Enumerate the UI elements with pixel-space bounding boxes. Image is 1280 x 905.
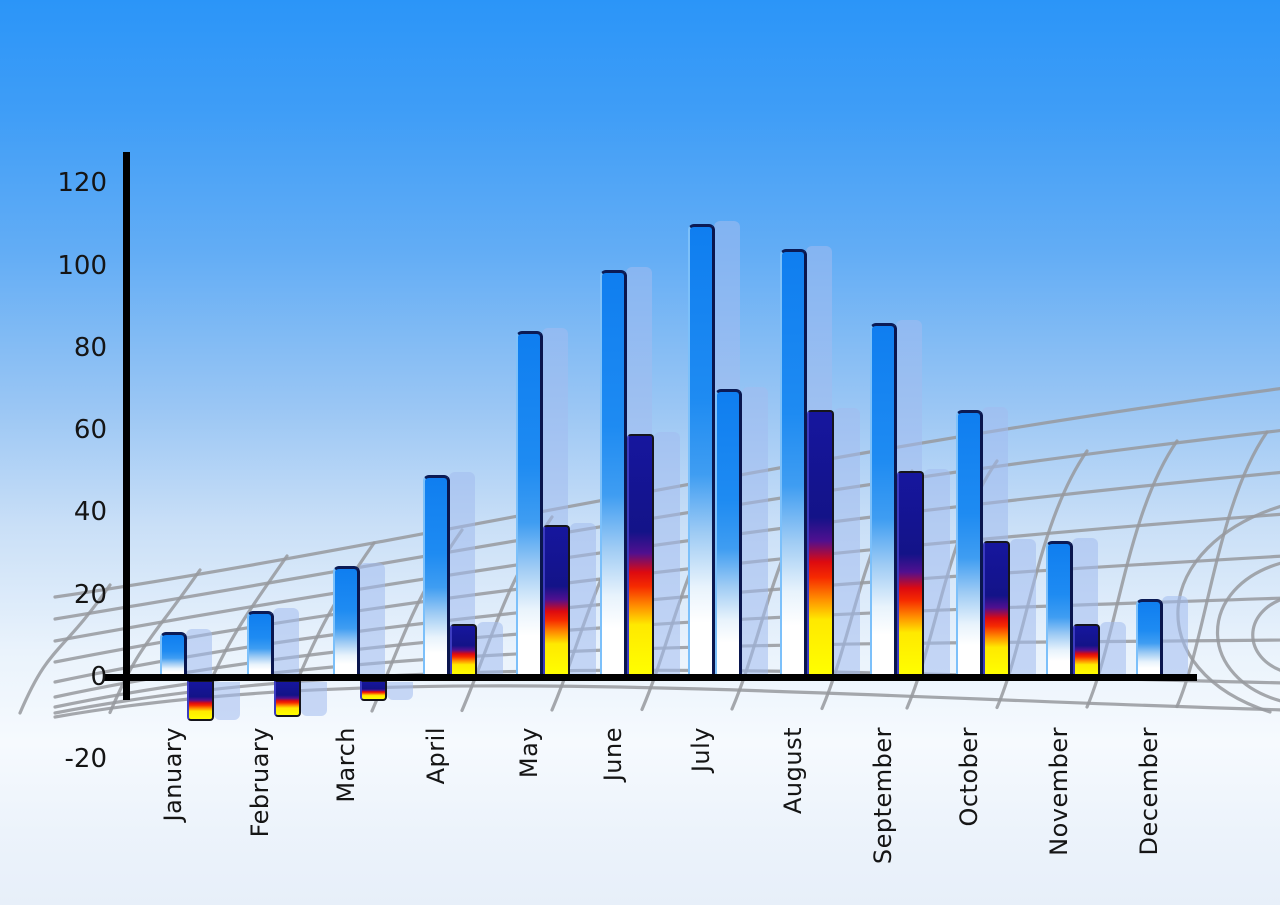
bar-echo [273, 608, 299, 677]
month-label-july: July [687, 727, 715, 773]
month-label-december: December [1135, 727, 1163, 856]
bar-echo [301, 682, 327, 717]
bar-september-primary [870, 323, 897, 677]
bar-august-primary [780, 249, 807, 677]
bar-september-secondary [897, 471, 924, 677]
month-label-january: January [159, 727, 187, 822]
bar-april-primary [423, 475, 450, 677]
bar-june-secondary [627, 434, 654, 677]
bar-february-primary [247, 611, 274, 677]
y-tick-label-60: 60 [73, 415, 107, 446]
bar-echo [477, 621, 503, 677]
month-label-february: February [246, 727, 274, 838]
bar-january-secondary [187, 680, 214, 722]
bar-april-secondary [450, 623, 477, 677]
bar-august-secondary [807, 409, 834, 677]
y-tick-label-20: 20 [73, 579, 107, 610]
bar-echo [1162, 595, 1188, 677]
bar-july-secondary [715, 388, 742, 677]
month-label-may: May [515, 727, 543, 779]
y-tick-label--20: -20 [64, 744, 107, 775]
bar-echo [1100, 621, 1126, 677]
bar-echo [654, 432, 680, 677]
bar-february-secondary [274, 680, 301, 718]
bar-november-secondary [1073, 623, 1100, 677]
bar-echo [924, 469, 950, 677]
bar-echo [570, 522, 596, 677]
bar-july-primary [688, 224, 715, 677]
month-label-october: October [955, 727, 983, 827]
bar-november-primary [1046, 541, 1073, 677]
bar-echo [742, 386, 768, 677]
month-label-june: June [599, 727, 627, 782]
bar-march-primary [333, 565, 360, 677]
bar-october-primary [956, 409, 983, 677]
month-label-august: August [779, 727, 807, 814]
bar-may-secondary [543, 524, 570, 677]
bar-echo [214, 682, 240, 721]
bar-echo [387, 682, 413, 700]
y-tick-label-100: 100 [57, 250, 107, 281]
y-tick-label-40: 40 [73, 497, 107, 528]
x-axis-zero-line [104, 674, 1197, 681]
y-tick-label-0: 0 [90, 662, 107, 692]
bar-echo [186, 628, 212, 677]
bar-march-secondary [360, 680, 387, 701]
month-label-november: November [1045, 727, 1073, 856]
bar-october-secondary [983, 541, 1010, 677]
bar-january-primary [160, 631, 187, 677]
month-label-march: March [332, 727, 360, 803]
bar-june-primary [600, 269, 627, 677]
y-tick-label-120: 120 [57, 168, 107, 199]
bar-december-primary [1136, 598, 1163, 677]
bar-echo [834, 407, 860, 677]
month-label-april: April [422, 727, 450, 785]
bar-may-primary [516, 331, 543, 677]
bar-echo [359, 562, 385, 677]
bar-echo [1010, 539, 1036, 677]
y-axis-line [123, 152, 130, 700]
month-label-september: September [869, 727, 897, 865]
y-tick-label-80: 80 [73, 332, 107, 363]
